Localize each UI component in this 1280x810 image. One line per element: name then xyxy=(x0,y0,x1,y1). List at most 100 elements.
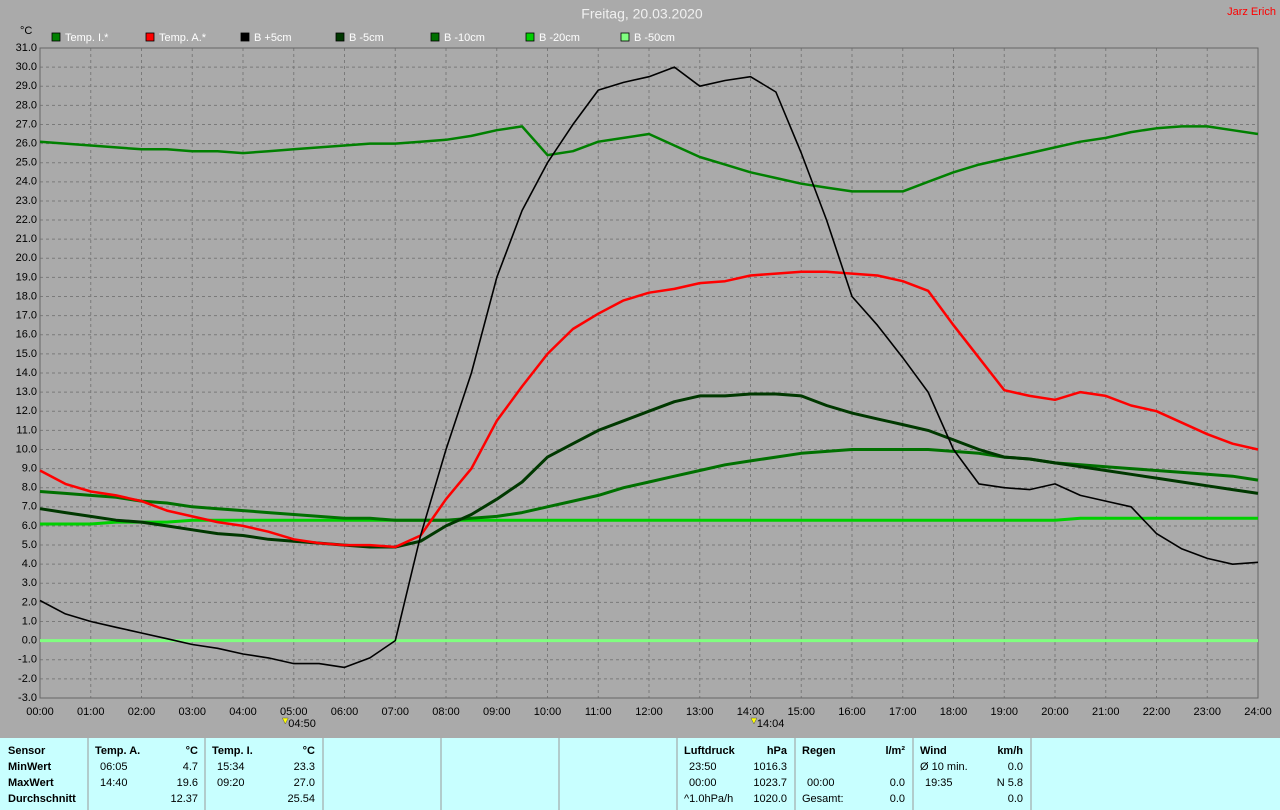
cell-time: Ø 10 min. xyxy=(920,761,968,773)
x-tick-label: 11:00 xyxy=(585,706,612,718)
block-header: Luftdruck xyxy=(684,745,736,757)
cell-value: N 5.8 xyxy=(997,777,1023,789)
annotation: 04:50 xyxy=(288,718,316,730)
y-tick-label: 3.0 xyxy=(22,577,37,589)
cell-value: 0.0 xyxy=(890,793,905,805)
y-tick-label: 12.0 xyxy=(16,405,37,417)
y-tick-label: 5.0 xyxy=(22,539,37,551)
chart-title: Freitag, 20.03.2020 xyxy=(581,6,703,22)
y-tick-label: 23.0 xyxy=(16,195,37,207)
cell-time: Gesamt: xyxy=(802,793,844,805)
legend-label: B -50cm xyxy=(634,32,675,44)
x-tick-label: 14:00 xyxy=(737,706,765,718)
legend-swatch xyxy=(240,32,250,42)
cell-value: 12.37 xyxy=(170,793,198,805)
cell-time: 00:00 xyxy=(807,777,835,789)
y-tick-label: 28.0 xyxy=(16,99,37,111)
legend-label: B -20cm xyxy=(539,32,580,44)
x-tick-label: 21:00 xyxy=(1092,706,1120,718)
y-tick-label: 24.0 xyxy=(16,176,37,188)
legend-swatch xyxy=(145,32,155,42)
block-unit: km/h xyxy=(997,745,1023,757)
x-tick-label: 07:00 xyxy=(381,706,409,718)
annotation: 14:04 xyxy=(757,718,785,730)
y-tick-label: 7.0 xyxy=(22,501,37,513)
cell-value: 0.0 xyxy=(1008,793,1023,805)
row-label: Durchschnitt xyxy=(8,793,76,805)
y-tick-label: 1.0 xyxy=(22,615,37,627)
x-tick-label: 19:00 xyxy=(990,706,1018,718)
x-tick-label: 01:00 xyxy=(77,706,105,718)
series-line xyxy=(40,516,1258,526)
cell-value: 25.54 xyxy=(287,793,315,805)
x-tick-label: 23:00 xyxy=(1193,706,1221,718)
stats-panel xyxy=(0,738,1280,810)
series-line xyxy=(39,270,1259,549)
y-axis-label: °C xyxy=(20,25,32,37)
y-tick-label: 10.0 xyxy=(16,443,37,455)
block-unit: °C xyxy=(303,745,315,757)
y-tick-label: 8.0 xyxy=(22,482,37,494)
x-tick-label: 00:00 xyxy=(26,706,54,718)
cell-time: ^1.0hPa/h xyxy=(684,793,733,805)
legend-label: B -10cm xyxy=(444,32,485,44)
x-tick-label: 03:00 xyxy=(178,706,206,718)
plot-border xyxy=(39,47,1259,699)
y-tick-label: 15.0 xyxy=(16,348,37,360)
y-tick-label: 26.0 xyxy=(16,137,37,149)
legend-swatch xyxy=(620,32,630,42)
y-tick-label: 9.0 xyxy=(22,462,37,474)
cell-value: 1020.0 xyxy=(753,793,787,805)
x-tick-label: 22:00 xyxy=(1143,706,1171,718)
y-tick-label: 27.0 xyxy=(16,118,37,130)
cell-time: 00:00 xyxy=(689,777,717,789)
y-tick-label: -3.0 xyxy=(18,692,37,704)
x-tick-label: 05:00 xyxy=(280,706,308,718)
x-tick-label: 13:00 xyxy=(686,706,714,718)
x-tick-label: 24:00 xyxy=(1244,706,1272,718)
y-tick-label: 14.0 xyxy=(16,367,37,379)
y-tick-label: 25.0 xyxy=(16,157,37,169)
x-tick-label: 17:00 xyxy=(889,706,917,718)
legend-label: B -5cm xyxy=(349,32,384,44)
x-tick-label: 06:00 xyxy=(331,706,359,718)
cell-time: 14:40 xyxy=(100,777,128,789)
series-line xyxy=(39,392,1259,549)
legend-swatch xyxy=(430,32,440,42)
x-tick-label: 10:00 xyxy=(534,706,562,718)
cell-time: 19:35 xyxy=(925,777,953,789)
sun-icon xyxy=(281,717,289,725)
y-tick-label: 11.0 xyxy=(16,424,37,436)
y-tick-label: 20.0 xyxy=(16,252,37,264)
legend-swatch xyxy=(51,32,61,42)
y-tick-label: 21.0 xyxy=(16,233,37,245)
x-tick-label: 09:00 xyxy=(483,706,511,718)
legend-swatch xyxy=(335,32,345,42)
x-tick-label: 04:00 xyxy=(229,706,257,718)
block-unit: hPa xyxy=(767,745,788,757)
y-tick-label: 31.0 xyxy=(16,42,37,54)
y-tick-label: 4.0 xyxy=(22,558,37,570)
y-tick-label: 0.0 xyxy=(22,635,37,647)
legend-label: Temp. I.* xyxy=(65,32,109,44)
legend-swatch xyxy=(525,32,535,42)
cell-value: 0.0 xyxy=(890,777,905,789)
y-tick-label: 13.0 xyxy=(16,386,37,398)
legend-label: B +5cm xyxy=(254,32,292,44)
series-line xyxy=(39,66,1259,669)
x-tick-label: 02:00 xyxy=(128,706,156,718)
y-tick-label: 22.0 xyxy=(16,214,37,226)
row-label: MinWert xyxy=(8,761,52,773)
block-header: Temp. A. xyxy=(95,745,140,757)
y-tick-label: 17.0 xyxy=(16,310,37,322)
cell-value: 0.0 xyxy=(1008,761,1023,773)
x-tick-label: 15:00 xyxy=(787,706,815,718)
legend-label: Temp. A.* xyxy=(159,32,207,44)
cell-value: 23.3 xyxy=(294,761,315,773)
block-header: Wind xyxy=(920,745,947,757)
cell-time: 09:20 xyxy=(217,777,245,789)
cell-value: 1023.7 xyxy=(753,777,787,789)
y-tick-label: 16.0 xyxy=(16,329,37,341)
x-tick-label: 08:00 xyxy=(432,706,460,718)
